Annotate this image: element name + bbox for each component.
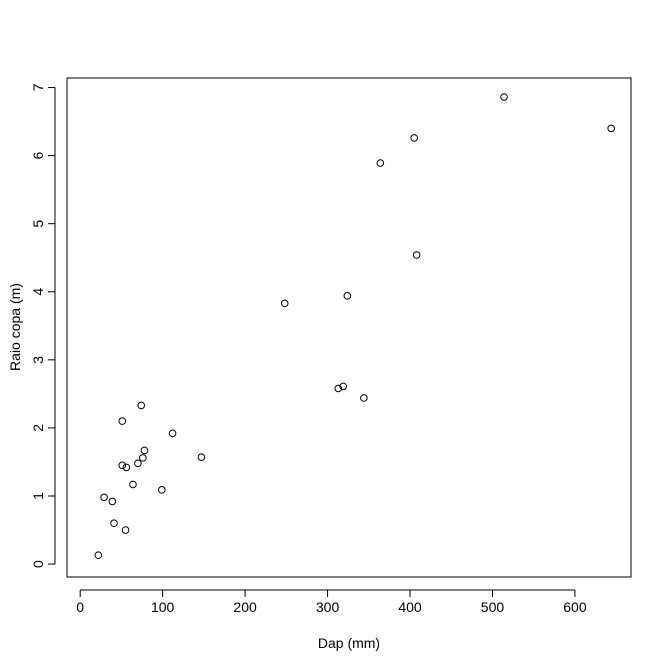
point: [137, 401, 146, 410]
x-tick-label: 100: [151, 599, 175, 615]
point: [168, 429, 177, 438]
point: [280, 299, 289, 308]
y-tick-label: 5: [30, 220, 46, 228]
y-tick-label: 3: [30, 356, 46, 364]
point: [197, 453, 206, 461]
point: [360, 394, 368, 402]
y-tick-label: 0: [30, 560, 46, 568]
point: [607, 124, 616, 133]
x-tick-label: 500: [481, 599, 505, 615]
point: [121, 526, 130, 534]
point: [122, 463, 131, 472]
point: [334, 384, 343, 393]
point: [343, 292, 352, 300]
point: [412, 251, 421, 259]
plot-box: [66, 77, 632, 578]
y-tick-label: 4: [30, 288, 46, 296]
x-tick-label: 300: [316, 599, 340, 615]
point: [140, 446, 149, 455]
point: [100, 493, 108, 502]
y-tick-label: 2: [30, 424, 46, 432]
x-tick-label: 200: [233, 599, 257, 615]
y-tick-label: 6: [30, 152, 46, 160]
point: [118, 461, 127, 470]
y-axis-title: Raio copa (m): [7, 283, 23, 371]
x-tick-label: 400: [398, 599, 422, 615]
point: [129, 480, 137, 489]
point: [118, 417, 127, 425]
point: [410, 134, 418, 142]
x-tick-label: 600: [563, 599, 587, 615]
point: [158, 486, 166, 494]
point: [134, 459, 142, 468]
y-tick-label: 7: [30, 83, 46, 91]
point: [376, 159, 385, 167]
x-tick-label: 0: [76, 599, 84, 615]
y-tick-label: 1: [30, 492, 46, 500]
point: [94, 551, 103, 560]
x-axis-title: Dap (mm): [318, 635, 380, 651]
point: [339, 382, 348, 391]
point: [108, 497, 117, 506]
point: [500, 93, 508, 101]
point: [110, 519, 118, 528]
point: [139, 454, 147, 462]
